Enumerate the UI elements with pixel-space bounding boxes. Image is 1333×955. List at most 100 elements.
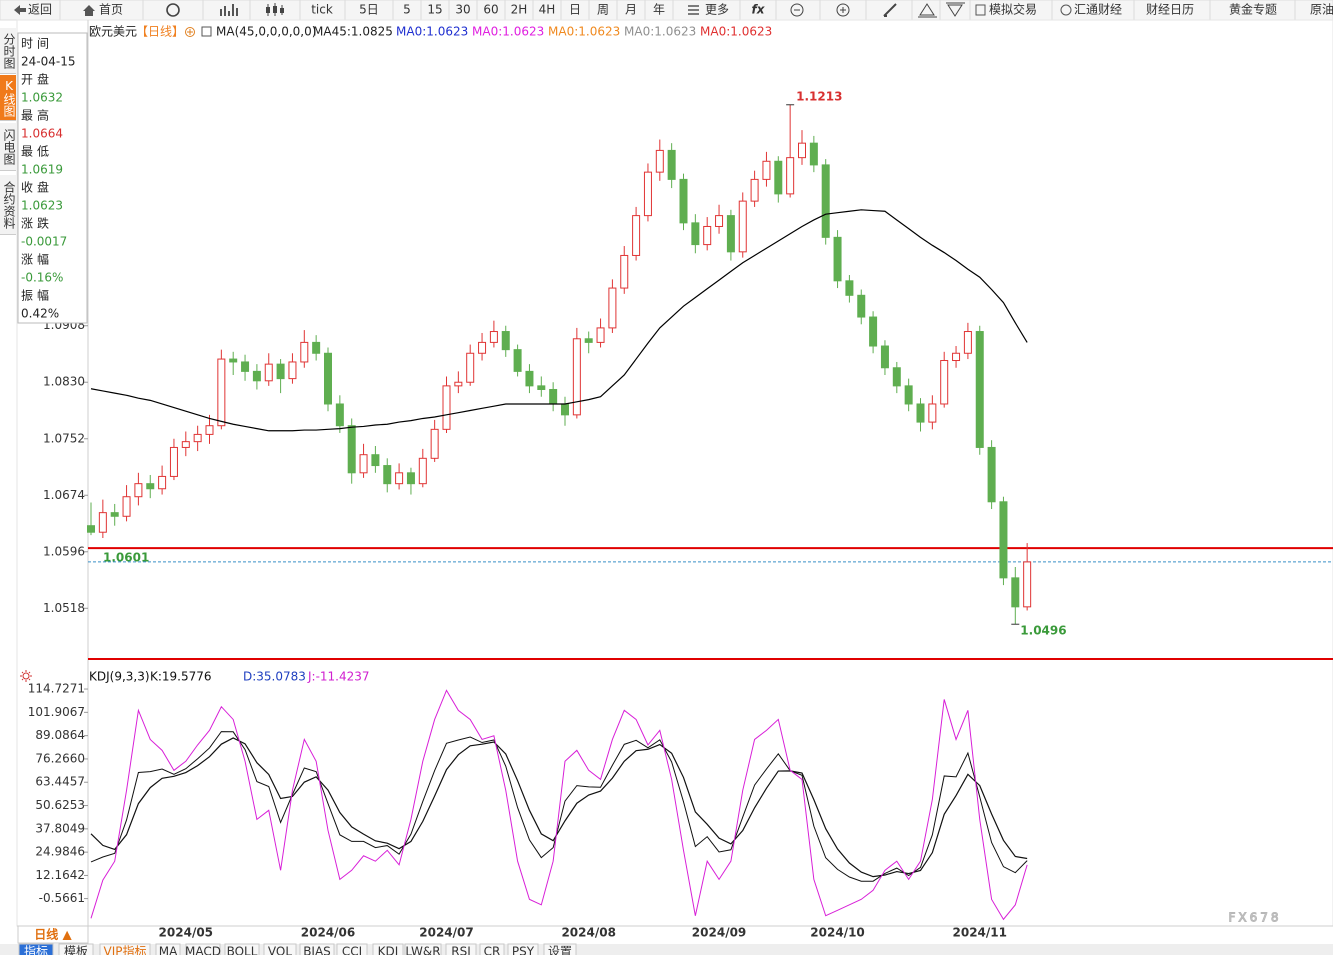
toolbar-button[interactable]: 黄金专题: [1229, 2, 1277, 17]
toolbar-button[interactable]: 2H: [511, 3, 528, 17]
candle-body: [406, 472, 415, 485]
bottom-tab-label[interactable]: 指标: [24, 944, 48, 955]
toolbar-button[interactable]: 月: [625, 3, 637, 17]
bottom-tab-label[interactable]: BOLL: [227, 945, 258, 955]
triangle-down-icon[interactable]: [946, 2, 965, 17]
toolbar-button[interactable]: 5日: [359, 3, 379, 17]
bottom-tab[interactable]: [404, 943, 442, 955]
candle-body: [501, 331, 510, 351]
candle-body: [750, 178, 759, 202]
candle-body: [762, 160, 771, 180]
toolbar-button[interactable]: tick: [311, 3, 333, 17]
toolbar-button[interactable]: 首页: [99, 3, 123, 17]
candle-body: [466, 352, 475, 383]
low-label: 1.0496: [1020, 624, 1066, 638]
indicator-settings-icon[interactable]: [22, 672, 30, 680]
info-label: 最低: [21, 145, 53, 159]
side-tab[interactable]: K线图: [0, 75, 16, 121]
toolbar-button[interactable]: 日: [569, 3, 581, 17]
refresh-icon[interactable]: [166, 3, 180, 17]
toolbar-button[interactable]: 5: [403, 3, 411, 17]
toolbar-button[interactable]: 原油: [1310, 3, 1333, 17]
toolbar-button[interactable]: fx: [752, 3, 766, 17]
toolbar-button[interactable]: 30: [455, 3, 470, 17]
bottom-tab[interactable]: [507, 943, 539, 955]
bottom-tab-label[interactable]: VIP指标: [104, 944, 147, 955]
indicator-icon[interactable]: [201, 26, 212, 37]
y-tick-label: 37.8049: [35, 821, 85, 835]
toolbar-separator: [59, 0, 1296, 20]
bottom-tab-label[interactable]: 设置: [548, 945, 572, 955]
bottom-tab[interactable]: [58, 943, 94, 955]
bottom-tab[interactable]: [479, 943, 505, 955]
pen-icon[interactable]: [883, 3, 897, 17]
candle-body: [335, 403, 344, 427]
bottom-tab-label[interactable]: MA: [159, 945, 178, 955]
bottom-tab[interactable]: [336, 943, 368, 955]
bottom-tab-label[interactable]: VOL: [268, 945, 292, 955]
bottom-tab-label[interactable]: LW&R: [405, 945, 440, 955]
toolbar-button[interactable]: 返回: [28, 3, 52, 17]
period-button[interactable]: 日线 ▲: [34, 927, 72, 942]
bottom-tab-label[interactable]: PSY: [512, 945, 535, 955]
candle-body: [181, 441, 190, 448]
bottom-tab-label[interactable]: MACD: [185, 945, 221, 955]
candle-body: [122, 496, 131, 517]
candle-body: [798, 142, 806, 159]
chart-period: 【日线】: [136, 25, 184, 39]
bottom-tab-label[interactable]: 模板: [64, 945, 88, 955]
candle-body: [146, 483, 155, 490]
bottom-tab[interactable]: [445, 943, 477, 955]
candle-body: [738, 200, 747, 253]
bottom-tab[interactable]: [372, 943, 404, 955]
bottom-tab-label[interactable]: BIAS: [303, 945, 331, 955]
candle-body: [620, 254, 629, 289]
bottom-tab[interactable]: [155, 943, 181, 955]
add-icon[interactable]: [185, 27, 195, 37]
bottom-tab-label[interactable]: KDJ: [378, 945, 399, 955]
candle-body: [679, 178, 688, 224]
candle-icon-body: [273, 6, 277, 13]
triangle-up-icon[interactable]: [918, 3, 937, 18]
bottom-tab[interactable]: [99, 943, 151, 955]
info-value: -0.0017: [21, 235, 67, 249]
chart-type-icon[interactable]: [220, 4, 238, 16]
zoom-in-icon[interactable]: [836, 3, 850, 17]
toolbar-button[interactable]: 4H: [539, 3, 556, 17]
side-tab[interactable]: 合约资料: [0, 175, 16, 235]
candle-body: [300, 341, 309, 363]
bottom-tab[interactable]: [185, 943, 221, 955]
bottom-tab[interactable]: [299, 943, 335, 955]
toolbar-button[interactable]: 15: [427, 3, 442, 17]
info-label: 涨幅: [21, 252, 53, 267]
period-button-box[interactable]: [17, 925, 89, 944]
bottom-tab[interactable]: [263, 943, 297, 955]
candle-body: [1023, 561, 1032, 608]
bottom-tab-label[interactable]: RSI: [451, 945, 471, 955]
zoom-out-icon[interactable]: [790, 3, 804, 17]
toolbar-button[interactable]: 周: [597, 3, 609, 17]
x-tick-label: 2024/11: [953, 926, 1007, 940]
bottom-tab-label[interactable]: CR: [484, 945, 501, 955]
side-tab[interactable]: 分时图: [0, 28, 16, 74]
candle-body: [845, 280, 854, 296]
info-value: 1.0632: [21, 91, 63, 105]
toolbar-button[interactable]: 财经日历: [1146, 3, 1194, 17]
bottom-tab[interactable]: [18, 943, 54, 955]
toolbar-button[interactable]: 年: [653, 3, 665, 17]
high-label: 1.1213: [796, 89, 842, 103]
toolbar-button[interactable]: 60: [483, 3, 498, 17]
candle-body: [359, 454, 368, 474]
y-tick-label: 1.0752: [43, 431, 85, 445]
bottom-tab[interactable]: [543, 943, 577, 955]
toolbar-button[interactable]: 汇通财经: [1074, 3, 1122, 17]
side-tab[interactable]: 闪电图: [0, 123, 16, 171]
toolbar-button[interactable]: 更多: [705, 3, 729, 17]
legend-entry: MA0:1.0623: [396, 25, 468, 39]
candle-icon-body: [280, 8, 284, 13]
bottom-tab-label[interactable]: CCI: [342, 945, 362, 955]
bottom-tab[interactable]: [224, 943, 260, 955]
y-tick-label: 1.0830: [43, 375, 85, 389]
toolbar-button[interactable]: 模拟交易: [989, 2, 1037, 17]
candle-body: [383, 465, 392, 485]
